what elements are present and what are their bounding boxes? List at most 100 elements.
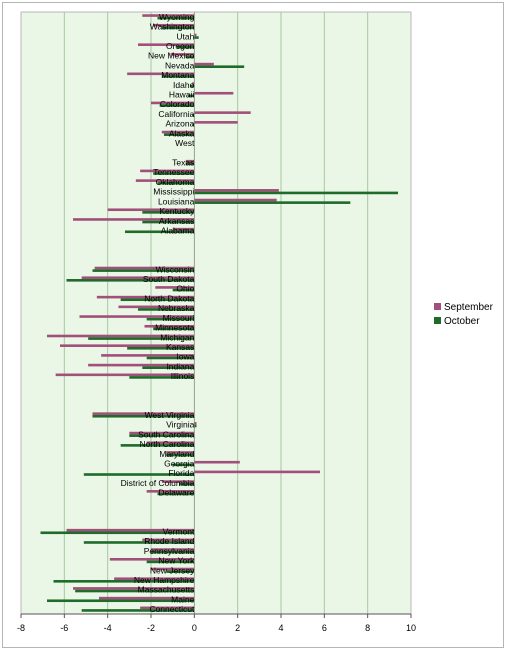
category-label: Virginia bbox=[166, 420, 194, 430]
category-label: Alabama bbox=[161, 225, 195, 235]
category-label: New Jersey bbox=[150, 565, 195, 575]
category-label: Kansas bbox=[166, 342, 194, 352]
category-label: Hawaii bbox=[169, 90, 195, 100]
category-label: Pennsylvania bbox=[144, 546, 195, 556]
bar-october bbox=[185, 55, 195, 59]
category-label: Indiana bbox=[166, 361, 194, 371]
bar-september bbox=[135, 179, 195, 182]
bar-october bbox=[166, 453, 195, 457]
bar-october bbox=[75, 589, 195, 593]
bar-october bbox=[153, 172, 195, 175]
bar-october bbox=[92, 269, 195, 272]
bar-september bbox=[172, 227, 195, 231]
bar-october bbox=[157, 181, 195, 185]
bar-september bbox=[66, 528, 195, 532]
bar-september bbox=[94, 266, 195, 270]
category-label: Tennessee bbox=[153, 167, 194, 177]
bar-september bbox=[99, 596, 195, 600]
bar-october bbox=[53, 580, 195, 583]
category-label: Vermont bbox=[163, 526, 195, 536]
bar-september bbox=[194, 460, 240, 464]
bar-october bbox=[157, 492, 195, 496]
category-label: Oregon bbox=[166, 41, 195, 51]
bar-october bbox=[88, 337, 195, 340]
bar-september bbox=[185, 159, 195, 163]
category-label: South Dakota bbox=[143, 274, 195, 284]
bar-september bbox=[101, 354, 195, 357]
bar-october bbox=[153, 327, 195, 331]
bar-september bbox=[144, 324, 195, 328]
x-tick-label: 10 bbox=[406, 623, 416, 633]
bar-october bbox=[194, 424, 197, 428]
bar-september bbox=[142, 14, 195, 17]
bar-september bbox=[107, 208, 195, 212]
bar-september bbox=[146, 441, 195, 445]
bar-october bbox=[172, 288, 195, 292]
plot-area bbox=[20, 11, 412, 615]
bar-october bbox=[129, 376, 195, 379]
legend-label-september: September bbox=[444, 302, 494, 313]
x-tick-label: -2 bbox=[147, 623, 155, 633]
category-label: New York bbox=[158, 556, 195, 566]
bar-september bbox=[138, 43, 195, 46]
bar-october bbox=[81, 609, 195, 612]
bar-october bbox=[66, 279, 195, 282]
category-label: Rhode Island bbox=[144, 536, 194, 546]
bar-october bbox=[185, 162, 195, 166]
bar-october bbox=[151, 550, 195, 554]
category-label: Connecticut bbox=[149, 604, 195, 614]
bar-september bbox=[109, 557, 195, 561]
bar-september bbox=[60, 344, 195, 347]
bar-september bbox=[73, 218, 195, 221]
bar-september bbox=[155, 286, 195, 289]
category-label: Maine bbox=[171, 594, 194, 604]
bar-october bbox=[83, 541, 195, 544]
category-label: California bbox=[158, 109, 194, 119]
category-label: Montana bbox=[161, 70, 194, 80]
legend-label-october: October bbox=[444, 316, 480, 327]
x-tick-label: -4 bbox=[104, 623, 112, 633]
bar-september bbox=[161, 480, 195, 483]
bar-october bbox=[194, 201, 351, 204]
bar-september bbox=[79, 315, 195, 318]
category-label: Florida bbox=[168, 468, 194, 478]
bar-september bbox=[192, 82, 195, 85]
bar-october bbox=[138, 308, 195, 311]
bar-october bbox=[192, 113, 195, 117]
x-tick-label: 2 bbox=[235, 623, 240, 633]
category-label: Oklahoma bbox=[156, 177, 195, 187]
bar-september bbox=[151, 101, 195, 105]
bar-september bbox=[129, 431, 195, 435]
bar-october bbox=[187, 94, 195, 98]
bar-september bbox=[142, 538, 195, 542]
category-label: Wisconsin bbox=[156, 264, 195, 274]
bar-october bbox=[40, 531, 195, 535]
bar-september bbox=[47, 334, 195, 338]
category-label: Washington bbox=[150, 22, 195, 32]
bar-october bbox=[125, 230, 195, 234]
category-label: Arkansas bbox=[159, 216, 194, 226]
bar-september bbox=[194, 189, 279, 192]
category-label: Massachusetts bbox=[138, 585, 195, 595]
bar-october bbox=[161, 26, 195, 30]
category-label: District of Columbia bbox=[121, 478, 195, 488]
category-label: Ohio bbox=[176, 284, 194, 294]
bar-october bbox=[161, 75, 195, 78]
bar-october bbox=[190, 84, 195, 88]
bar-october bbox=[192, 123, 195, 127]
bar-september bbox=[194, 91, 234, 95]
category-label: Louisiana bbox=[158, 196, 195, 206]
bar-october bbox=[179, 482, 195, 486]
bar-october bbox=[194, 65, 245, 69]
bar-september bbox=[194, 62, 214, 66]
category-label: Maryland bbox=[159, 449, 194, 459]
x-tick-label: -6 bbox=[60, 623, 68, 633]
bar-october bbox=[159, 104, 195, 107]
category-label: North Dakota bbox=[144, 293, 194, 303]
bar-october bbox=[83, 473, 195, 476]
bar-september bbox=[140, 606, 195, 610]
bar-october bbox=[142, 220, 195, 224]
category-label: Alaska bbox=[169, 128, 195, 138]
